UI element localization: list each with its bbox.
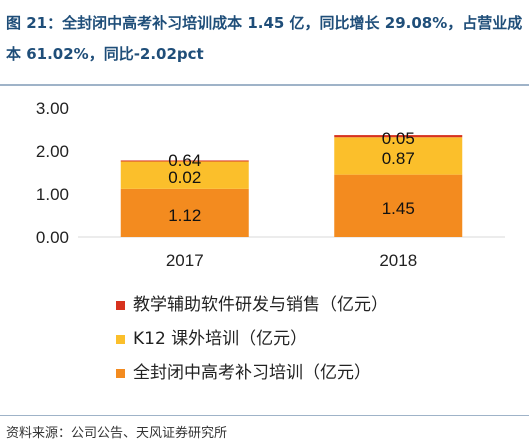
data-label: 0.64: [168, 151, 201, 170]
bar-segment: [120, 161, 249, 189]
data-label: 1.45: [382, 199, 415, 218]
bars: [120, 135, 463, 237]
data-labels: 1.12 0.640.02 1.45 0.870.05: [168, 129, 415, 225]
figure-title: 图 21：全封闭中高考补习培训成本 1.45 亿，同比增长 29.08%，占营业…: [6, 14, 523, 63]
legend-item: K12 课外培训（亿元）: [116, 322, 516, 356]
x-tick-label: 2018: [379, 251, 417, 270]
y-tick-label: 3.00: [36, 99, 69, 118]
data-label: 1.12: [168, 206, 201, 225]
legend-label: 教学辅助软件研发与销售（亿元）: [133, 295, 388, 315]
legend-swatch: [116, 368, 125, 378]
footer-divider: [0, 415, 529, 416]
bar-segment: [334, 135, 463, 138]
y-axis-labels: 0.00 1.00 2.00 3.00: [36, 99, 69, 247]
x-tick-label: 2017: [166, 251, 204, 270]
legend-label: 全封闭中高考补习培训（亿元）: [133, 363, 371, 383]
figure-header: 图 21：全封闭中高考补习培训成本 1.45 亿，同比增长 29.08%，占营业…: [0, 0, 529, 80]
data-label: 0.05: [382, 129, 415, 148]
chart-legend: 教学辅助软件研发与销售（亿元） K12 课外培训（亿元） 全封闭中高考补习培训（亿元…: [116, 288, 516, 390]
legend-label: K12 课外培训（亿元）: [133, 329, 308, 349]
y-tick-label: 2.00: [36, 142, 69, 161]
legend-item: 全封闭中高考补习培训（亿元）: [116, 356, 516, 390]
data-label: 0.02: [168, 168, 201, 187]
legend-item: 教学辅助软件研发与销售（亿元）: [116, 288, 516, 322]
x-axis-labels: 2017 2018: [166, 251, 417, 270]
source-note: 资料来源：公司公告、天风证券研究所: [6, 426, 228, 441]
bar-segment: [120, 160, 249, 162]
legend-swatch: [116, 334, 125, 344]
data-label: 0.87: [382, 149, 415, 168]
y-tick-label: 1.00: [36, 185, 69, 204]
bar-segment: [120, 188, 249, 237]
bar-segment: [334, 137, 463, 175]
legend-swatch: [116, 300, 125, 310]
y-tick-label: 0.00: [36, 228, 69, 247]
header-divider: [0, 84, 529, 86]
bar-segment: [334, 174, 463, 237]
stacked-bar-chart: 0.001.002.003.00 1.120.640.021.450.870.0…: [36, 99, 505, 270]
